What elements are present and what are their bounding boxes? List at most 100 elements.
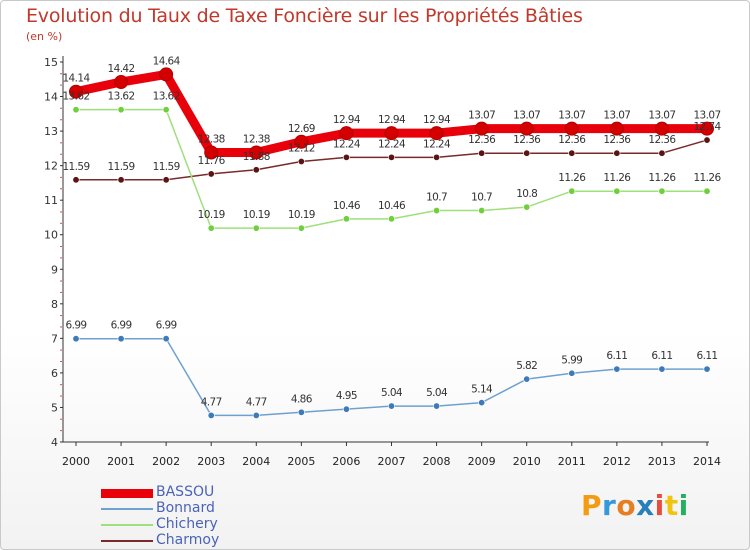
logo-letter: r <box>602 489 617 522</box>
x-tick-label: 2006 <box>332 455 360 468</box>
x-tick-label: 2002 <box>152 455 180 468</box>
y-tick-label: 15 <box>44 56 58 69</box>
data-point-charmoy <box>387 153 395 161</box>
data-label-chichery: 11.26 <box>693 172 721 184</box>
data-point-bonnard <box>252 411 260 419</box>
data-point-charmoy <box>117 176 125 184</box>
data-label-chichery: 11.26 <box>603 172 631 184</box>
data-label-chichery: 10.46 <box>333 200 361 212</box>
data-label-bonnard: 5.99 <box>561 354 582 366</box>
data-point-bassou <box>249 145 264 160</box>
chart-title: Evolution du Taux de Taxe Foncière sur l… <box>26 5 583 27</box>
legend-swatch <box>101 524 153 526</box>
data-point-bassou <box>429 126 444 141</box>
data-label-chichery: 10.7 <box>426 192 447 204</box>
proxiti-logo: Proxiti <box>581 489 689 522</box>
data-point-chichery <box>297 224 305 232</box>
data-label-charmoy: 12.36 <box>603 134 631 146</box>
y-tick-label: 11 <box>44 194 58 207</box>
data-label-chichery: 10.19 <box>243 209 270 221</box>
logo-letter: i <box>654 489 665 522</box>
data-point-chichery <box>568 187 576 195</box>
y-tick-label: 12 <box>44 160 58 173</box>
data-label-bassou: 12.94 <box>378 114 406 126</box>
data-point-chichery <box>252 224 260 232</box>
data-label-bonnard: 5.04 <box>381 387 403 399</box>
data-point-chichery <box>207 224 215 232</box>
data-point-chichery <box>478 207 486 215</box>
data-label-chichery: 11.26 <box>558 172 586 184</box>
data-point-bonnard <box>703 365 711 373</box>
data-label-bonnard: 5.14 <box>471 384 493 396</box>
data-point-bonnard <box>478 399 486 407</box>
data-label-charmoy: 12.24 <box>378 138 406 150</box>
data-point-chichery <box>523 203 531 211</box>
data-point-bonnard <box>613 365 621 373</box>
data-label-bonnard: 4.86 <box>291 393 313 405</box>
data-label-charmoy: 12.36 <box>648 134 676 146</box>
chart-unit-label: (en %) <box>26 30 63 43</box>
logo-letter: x <box>636 489 655 522</box>
data-point-bonnard <box>72 335 80 343</box>
data-label-charmoy: 11.59 <box>108 161 135 173</box>
data-label-bonnard: 6.99 <box>111 320 132 332</box>
data-point-bonnard <box>117 335 125 343</box>
data-label-charmoy: 12.36 <box>513 134 541 146</box>
data-point-charmoy <box>478 149 486 157</box>
logo-letter: o <box>616 489 637 522</box>
legend-label: Chichery <box>156 516 218 532</box>
data-point-charmoy <box>433 153 441 161</box>
data-point-bassou <box>700 121 714 136</box>
y-tick-label: 8 <box>51 298 58 311</box>
y-tick-label: 14 <box>44 91 58 104</box>
data-label-chichery: 10.8 <box>516 188 537 200</box>
data-label-chichery: 10.46 <box>378 200 406 212</box>
logo-letter: i <box>678 489 689 522</box>
data-point-bonnard <box>568 369 576 377</box>
data-point-chichery <box>162 106 170 114</box>
data-label-bassou: 13.07 <box>513 110 540 122</box>
y-tick-label: 10 <box>44 229 58 242</box>
data-point-charmoy <box>613 149 621 157</box>
data-point-bassou <box>519 121 534 136</box>
data-label-bonnard: 5.82 <box>516 360 537 372</box>
data-label-bonnard: 6.99 <box>66 320 87 332</box>
data-point-chichery <box>658 187 666 195</box>
data-point-bassou <box>69 84 83 99</box>
x-tick-label: 2009 <box>468 455 496 468</box>
data-point-chichery <box>72 106 80 114</box>
data-point-bassou <box>114 75 129 90</box>
x-tick-label: 2010 <box>513 455 541 468</box>
y-tick-label: 4 <box>51 436 58 449</box>
data-label-bassou: 12.94 <box>423 114 451 126</box>
data-label-bassou: 12.94 <box>333 114 361 126</box>
data-point-chichery <box>342 215 350 223</box>
data-label-bonnard: 6.99 <box>156 320 177 332</box>
data-label-chichery: 11.26 <box>648 172 676 184</box>
data-label-bassou: 13.07 <box>648 110 675 122</box>
data-label-bonnard: 6.11 <box>606 350 627 362</box>
data-point-charmoy <box>568 149 576 157</box>
legend-label: Charmoy <box>156 532 220 548</box>
data-point-chichery <box>613 187 621 195</box>
data-label-charmoy: 11.59 <box>62 161 89 173</box>
data-point-bonnard <box>523 375 531 383</box>
y-tick-label: 5 <box>51 401 58 414</box>
x-tick-label: 2000 <box>62 455 90 468</box>
data-point-chichery <box>703 187 711 195</box>
x-tick-label: 2008 <box>423 455 451 468</box>
x-tick-label: 2012 <box>603 455 631 468</box>
data-label-charmoy: 11.76 <box>198 155 226 167</box>
data-label-bonnard: 4.77 <box>201 396 222 408</box>
legend-label: Bonnard <box>156 500 215 516</box>
data-point-charmoy <box>72 176 80 184</box>
y-tick-label: 6 <box>51 367 58 380</box>
data-point-bassou <box>609 121 624 136</box>
data-point-bassou <box>339 126 354 141</box>
data-label-bonnard: 6.11 <box>697 350 718 362</box>
data-point-bonnard <box>658 365 666 373</box>
data-label-charmoy: 12.36 <box>468 134 496 146</box>
data-label-charmoy: 12.74 <box>693 121 721 133</box>
data-label-bassou: 13.07 <box>558 110 585 122</box>
